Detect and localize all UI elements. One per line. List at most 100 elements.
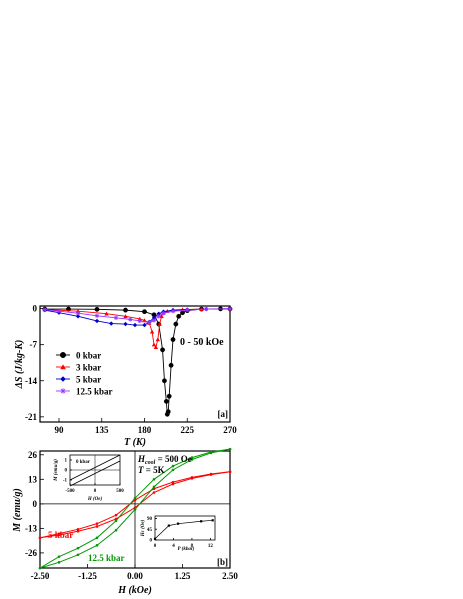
- inset-left-chart: -500 0 500 1 0 -1 0 kbar H (Oe) M (emu/g): [54, 454, 124, 502]
- inset-left-xtick-label: 0: [94, 489, 97, 494]
- inset-right-point: [211, 519, 214, 522]
- panel-b-point-5-kbar: [76, 529, 80, 533]
- legend-label-3-kbar: 3 kbar: [76, 363, 101, 373]
- inset-right-point: [200, 520, 203, 523]
- panel-a-point-12-5-kbar: [204, 306, 209, 312]
- panel-b-point-5-kbar: [95, 525, 99, 528]
- panel-b-point-5-kbar-return: [114, 513, 118, 517]
- panel-a-point-12-5-kbar-stroke-3: [185, 308, 190, 312]
- inset-left-xtick-label: 500: [116, 489, 124, 494]
- inset-right-point: [167, 524, 170, 527]
- panel-a-point-12-5-kbar-stroke-3: [57, 309, 61, 313]
- panel-a-point-12-5-kbar-stroke-3: [114, 316, 118, 320]
- panel-a-point-5-kbar: [142, 322, 147, 328]
- panel-b-ytick-label: 0: [33, 499, 38, 509]
- panel-a-point-12-5-kbar: [156, 314, 161, 319]
- panel-b-xtick-label: 0.00: [127, 571, 143, 581]
- panel-a-point-12-5-kbar-stroke-3: [42, 307, 47, 312]
- panel-b-xlabel: H (kOe): [117, 585, 152, 596]
- panel-a-ytick-label: 0: [33, 304, 38, 314]
- panel-b-ylabel: M (emu/g): [12, 488, 23, 533]
- panel-a-point-0-kbar: [123, 307, 128, 313]
- inset-left-xlabel: H (Oe): [87, 497, 103, 502]
- panel-b-point-12-5-kbar: [152, 485, 156, 489]
- temp-symbol: T: [138, 465, 144, 475]
- panel-a-point-12-5-kbar: [75, 311, 81, 316]
- inset-right-xlabel: P (kbar): [178, 547, 195, 552]
- panel-a-frame: [39, 305, 231, 423]
- panel-a-ylabel: ΔS (J/kg-K): [14, 340, 25, 390]
- panel-a-point-5-kbar: [75, 314, 81, 319]
- legend-label-0-kbar: 0 kbar: [76, 351, 101, 361]
- panel-a-ytick-label: -7: [30, 340, 38, 350]
- panel-a-point-0-kbar: [94, 306, 100, 312]
- panel-a-point-0-kbar: [165, 409, 171, 415]
- panel-a-point-0-kbar: [166, 393, 172, 399]
- panel-b-xtick-label: 1.25: [175, 571, 191, 581]
- panel-b-point-5-kbar-return: [38, 536, 42, 540]
- label-5kbar: 5 kbar: [48, 530, 73, 540]
- legend-marker-0-kbar: [60, 352, 67, 359]
- panel-b-point-12-5-kbar: [76, 553, 80, 557]
- inset-right-xtick-label: 8: [191, 544, 194, 549]
- legend-label-5-kbar: 5 kbar: [76, 375, 101, 385]
- panel-a-point-12-5-kbar: [113, 315, 119, 321]
- panel-b-tag: [b]: [217, 557, 228, 567]
- panel-a-point-3-kbar: [153, 345, 159, 350]
- inset-right-xtick-label: 12: [208, 544, 214, 549]
- inset-left-ytick-label: 0: [65, 469, 68, 474]
- hcool-symbol: H: [137, 454, 146, 464]
- panel-a-point-5-kbar: [109, 321, 114, 326]
- temperature-annotation: T = 5K: [138, 465, 165, 475]
- panel-a-point-3-kbar: [151, 342, 157, 347]
- inset-left-text: 0 kbar: [76, 460, 91, 465]
- panel-b-ytick-label: -26: [25, 548, 37, 558]
- panel-b-point-12-5-kbar-return: [133, 496, 137, 500]
- panel-b-point-5-kbar-return: [190, 476, 194, 479]
- panel-a-ytick-label: -21: [25, 412, 37, 422]
- panel-b-point-12-5-kbar: [133, 508, 137, 511]
- panel-b-point-5-kbar-return: [76, 528, 80, 531]
- inset-right-frame: [154, 515, 216, 541]
- panel-a-ytick-label: -14: [25, 376, 37, 386]
- panel-b-chart: -2.50 -1.25 0.00 1.25 2.50 26 13 0 -13 -26 [b] M …: [12, 447, 238, 596]
- panel-a-point-12-5-kbar: [147, 320, 152, 325]
- inset-right-ylabel: Hc (Oe): [141, 519, 146, 537]
- panel-b-point-12-5-kbar-return: [171, 464, 175, 468]
- panel-a-point-5-kbar: [94, 318, 100, 324]
- inset-right-chart: 0 4 8 12 0 45 90 P (kbar) Hc (Oe): [141, 515, 216, 552]
- panel-a-point-3-kbar: [123, 314, 128, 319]
- panel-a-point-0-kbar: [160, 347, 165, 353]
- panel-b-point-5-kbar-return: [228, 470, 232, 474]
- panel-a-point-12-5-kbar: [161, 311, 166, 316]
- panel-b-point-12-5-kbar: [171, 468, 175, 472]
- panel-b-point-12-5-kbar-return: [114, 519, 118, 523]
- panel-a-point-12-5-kbar: [185, 307, 190, 313]
- panel-a-point-0-kbar: [168, 362, 174, 368]
- panel-b-point-5-kbar: [171, 482, 175, 486]
- panel-a-point-12-5-kbar: [170, 308, 176, 314]
- panel-a-point-12-5-kbar-stroke-3: [147, 320, 152, 325]
- inset-left-series-0-kbar-up: [69, 454, 121, 481]
- panel-a-point-0-kbar: [66, 306, 71, 312]
- panel-b-point-5-kbar: [152, 491, 156, 494]
- panel-a-xtick-label: 180: [138, 425, 152, 435]
- panel-a-point-12-5-kbar: [56, 308, 62, 314]
- panel-a-point-0-kbar: [162, 378, 167, 384]
- panel-b-point-12-5-kbar-return: [152, 478, 156, 481]
- panel-a-point-0-kbar: [173, 321, 179, 327]
- panel-a-chart: 90 135 180 225 270 0 -7 -14 -21 [a] 0 - 50 kOe Δ…: [14, 304, 237, 448]
- panel-a-point-3-kbar: [159, 314, 164, 319]
- legend-marker-12-5-kbar: [60, 388, 66, 394]
- panel-a-point-12-5-kbar-stroke-3: [204, 307, 209, 311]
- panel-a-point-5-kbar: [132, 322, 138, 328]
- inset-left-ylabel: M (emu/g): [54, 459, 59, 482]
- panel-b-point-12-5-kbar-return: [190, 456, 194, 459]
- panel-b-point-12-5-kbar: [57, 561, 61, 564]
- inset-right-ytick-label: 90: [147, 517, 153, 522]
- panel-b-point-5-kbar-return: [209, 472, 213, 476]
- inset-right-xtick-label: 4: [172, 544, 175, 549]
- panel-a-point-12-5-kbar-stroke-3: [128, 317, 133, 322]
- panel-b-point-12-5-kbar-return: [38, 566, 42, 570]
- panel-a-xlabel: T (K): [124, 437, 146, 448]
